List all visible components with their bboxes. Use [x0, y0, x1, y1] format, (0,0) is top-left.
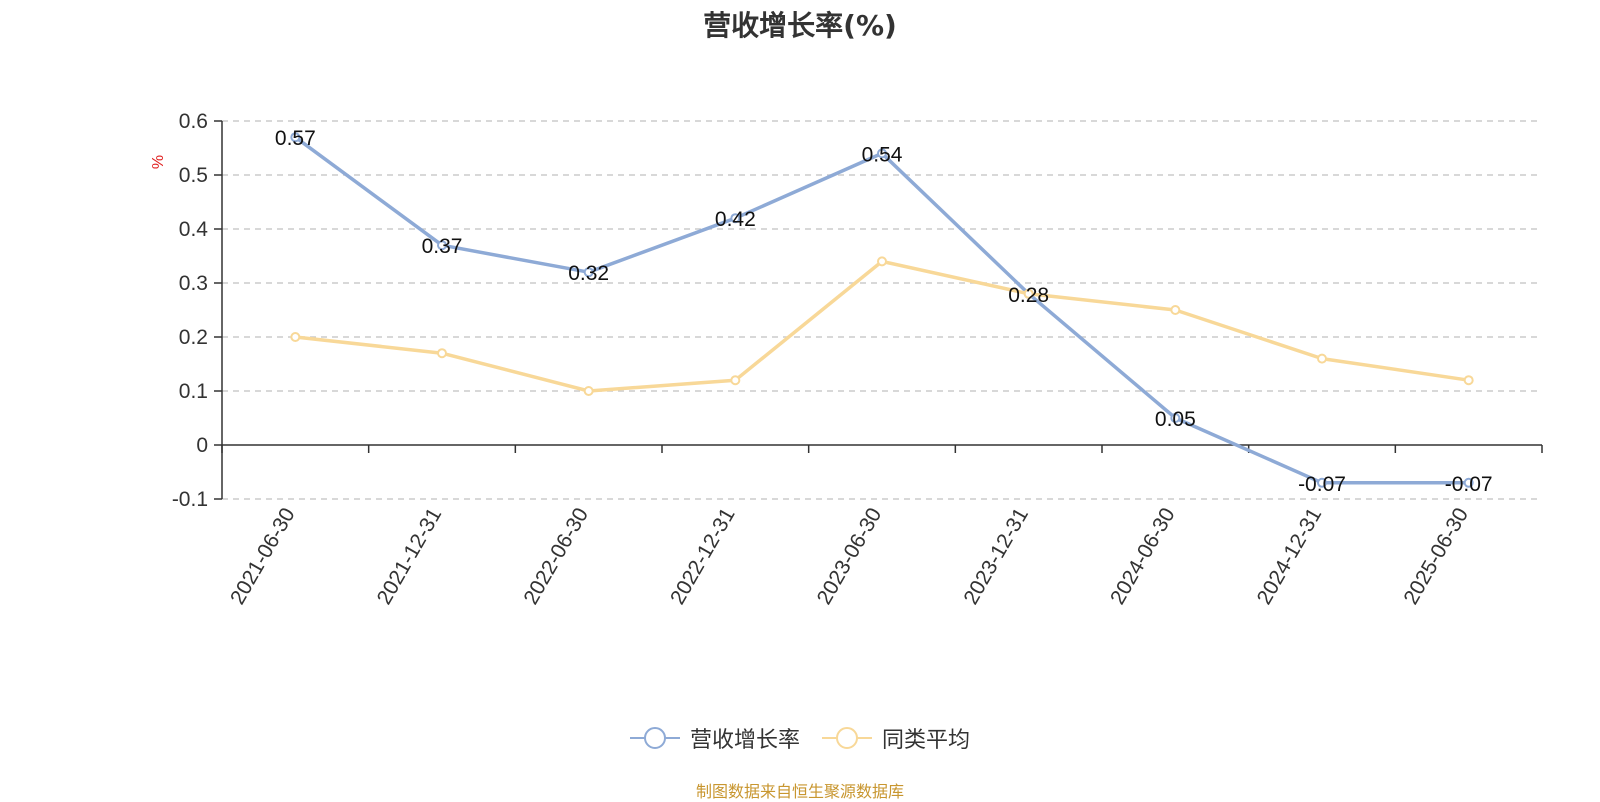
y-tick-label: 0.2 — [179, 326, 208, 349]
data-label-layer: 0.57 0.37 0.32 0.42 0.54 0.28 0.05 -0.07 -0.07 — [275, 127, 1493, 496]
y-tick-label: 0.5 — [179, 164, 208, 187]
data-label: 0.57 — [275, 127, 316, 150]
data-point-0[interactable] — [1317, 477, 1327, 488]
y-tick-label: 0.6 — [179, 110, 208, 133]
legend-label: 同类平均 — [882, 728, 971, 753]
data-point-0[interactable] — [730, 213, 741, 224]
data-point-1[interactable] — [290, 332, 301, 342]
data-point-1[interactable] — [1170, 305, 1181, 315]
chart-title: 营收增长率(%) — [703, 9, 897, 42]
data-point-0[interactable] — [583, 267, 594, 278]
data-point-0[interactable] — [437, 240, 447, 251]
source-note: 制图数据来自恒生聚源数据库 — [695, 782, 904, 801]
x-tick-label: 2021-06-30 — [226, 504, 300, 609]
data-point-0[interactable] — [1170, 413, 1181, 423]
data-point-1[interactable] — [1463, 375, 1474, 386]
legend: 营收增长率 同类平均 — [0, 722, 1600, 754]
data-label: 0.37 — [422, 235, 463, 258]
data-label: -0.07 — [1445, 473, 1493, 496]
legend-label: 营收增长率 — [689, 728, 800, 753]
y-tick-label: 0 — [196, 434, 208, 457]
series-layer — [290, 132, 1474, 488]
grid-layer — [222, 120, 1542, 500]
data-point-1[interactable] — [1317, 353, 1327, 364]
legend-line-marker-icon — [822, 727, 872, 749]
data-label: 0.28 — [1008, 284, 1049, 307]
y-axis-unit-label: % — [150, 155, 167, 169]
data-label: 0.05 — [1155, 408, 1196, 431]
x-tick-label: 2022-06-30 — [519, 504, 593, 609]
data-label: -0.07 — [1298, 473, 1346, 496]
x-tick-label: 2023-06-30 — [813, 504, 887, 609]
series-line-0 — [294, 135, 1469, 485]
y-tick-label: 0.3 — [179, 272, 208, 295]
data-point-1[interactable] — [583, 386, 594, 396]
x-tick-label: 2021-12-31 — [373, 504, 447, 609]
x-tick-label: 2024-06-30 — [1106, 504, 1180, 609]
data-label: 0.42 — [715, 208, 756, 231]
x-tick-label: 2022-12-31 — [666, 504, 740, 609]
legend-item-revenue-growth[interactable]: 营收增长率 — [629, 722, 800, 754]
data-point-1[interactable] — [1023, 288, 1034, 299]
data-point-1[interactable] — [730, 375, 741, 386]
y-tick-label: 0.4 — [179, 218, 209, 241]
legend-item-peer-average[interactable]: 同类平均 — [822, 722, 970, 754]
data-point-1[interactable] — [437, 348, 447, 359]
data-label: 0.54 — [862, 143, 903, 166]
data-point-0[interactable] — [1463, 477, 1474, 488]
x-tick-label: 2023-12-31 — [959, 504, 1033, 609]
series-line-1 — [295, 259, 1469, 393]
x-tick-label: 2025-06-30 — [1399, 504, 1473, 609]
data-label: 0.32 — [568, 262, 609, 285]
data-point-0[interactable] — [290, 132, 301, 143]
legend-line-marker-icon — [629, 727, 680, 749]
y-tick-label: -0.1 — [172, 488, 208, 511]
y-tick-label: 0.1 — [179, 380, 208, 403]
x-tick-label: 2024-12-31 — [1253, 504, 1327, 609]
data-point-0[interactable] — [877, 148, 887, 159]
data-point-1[interactable] — [877, 256, 887, 267]
